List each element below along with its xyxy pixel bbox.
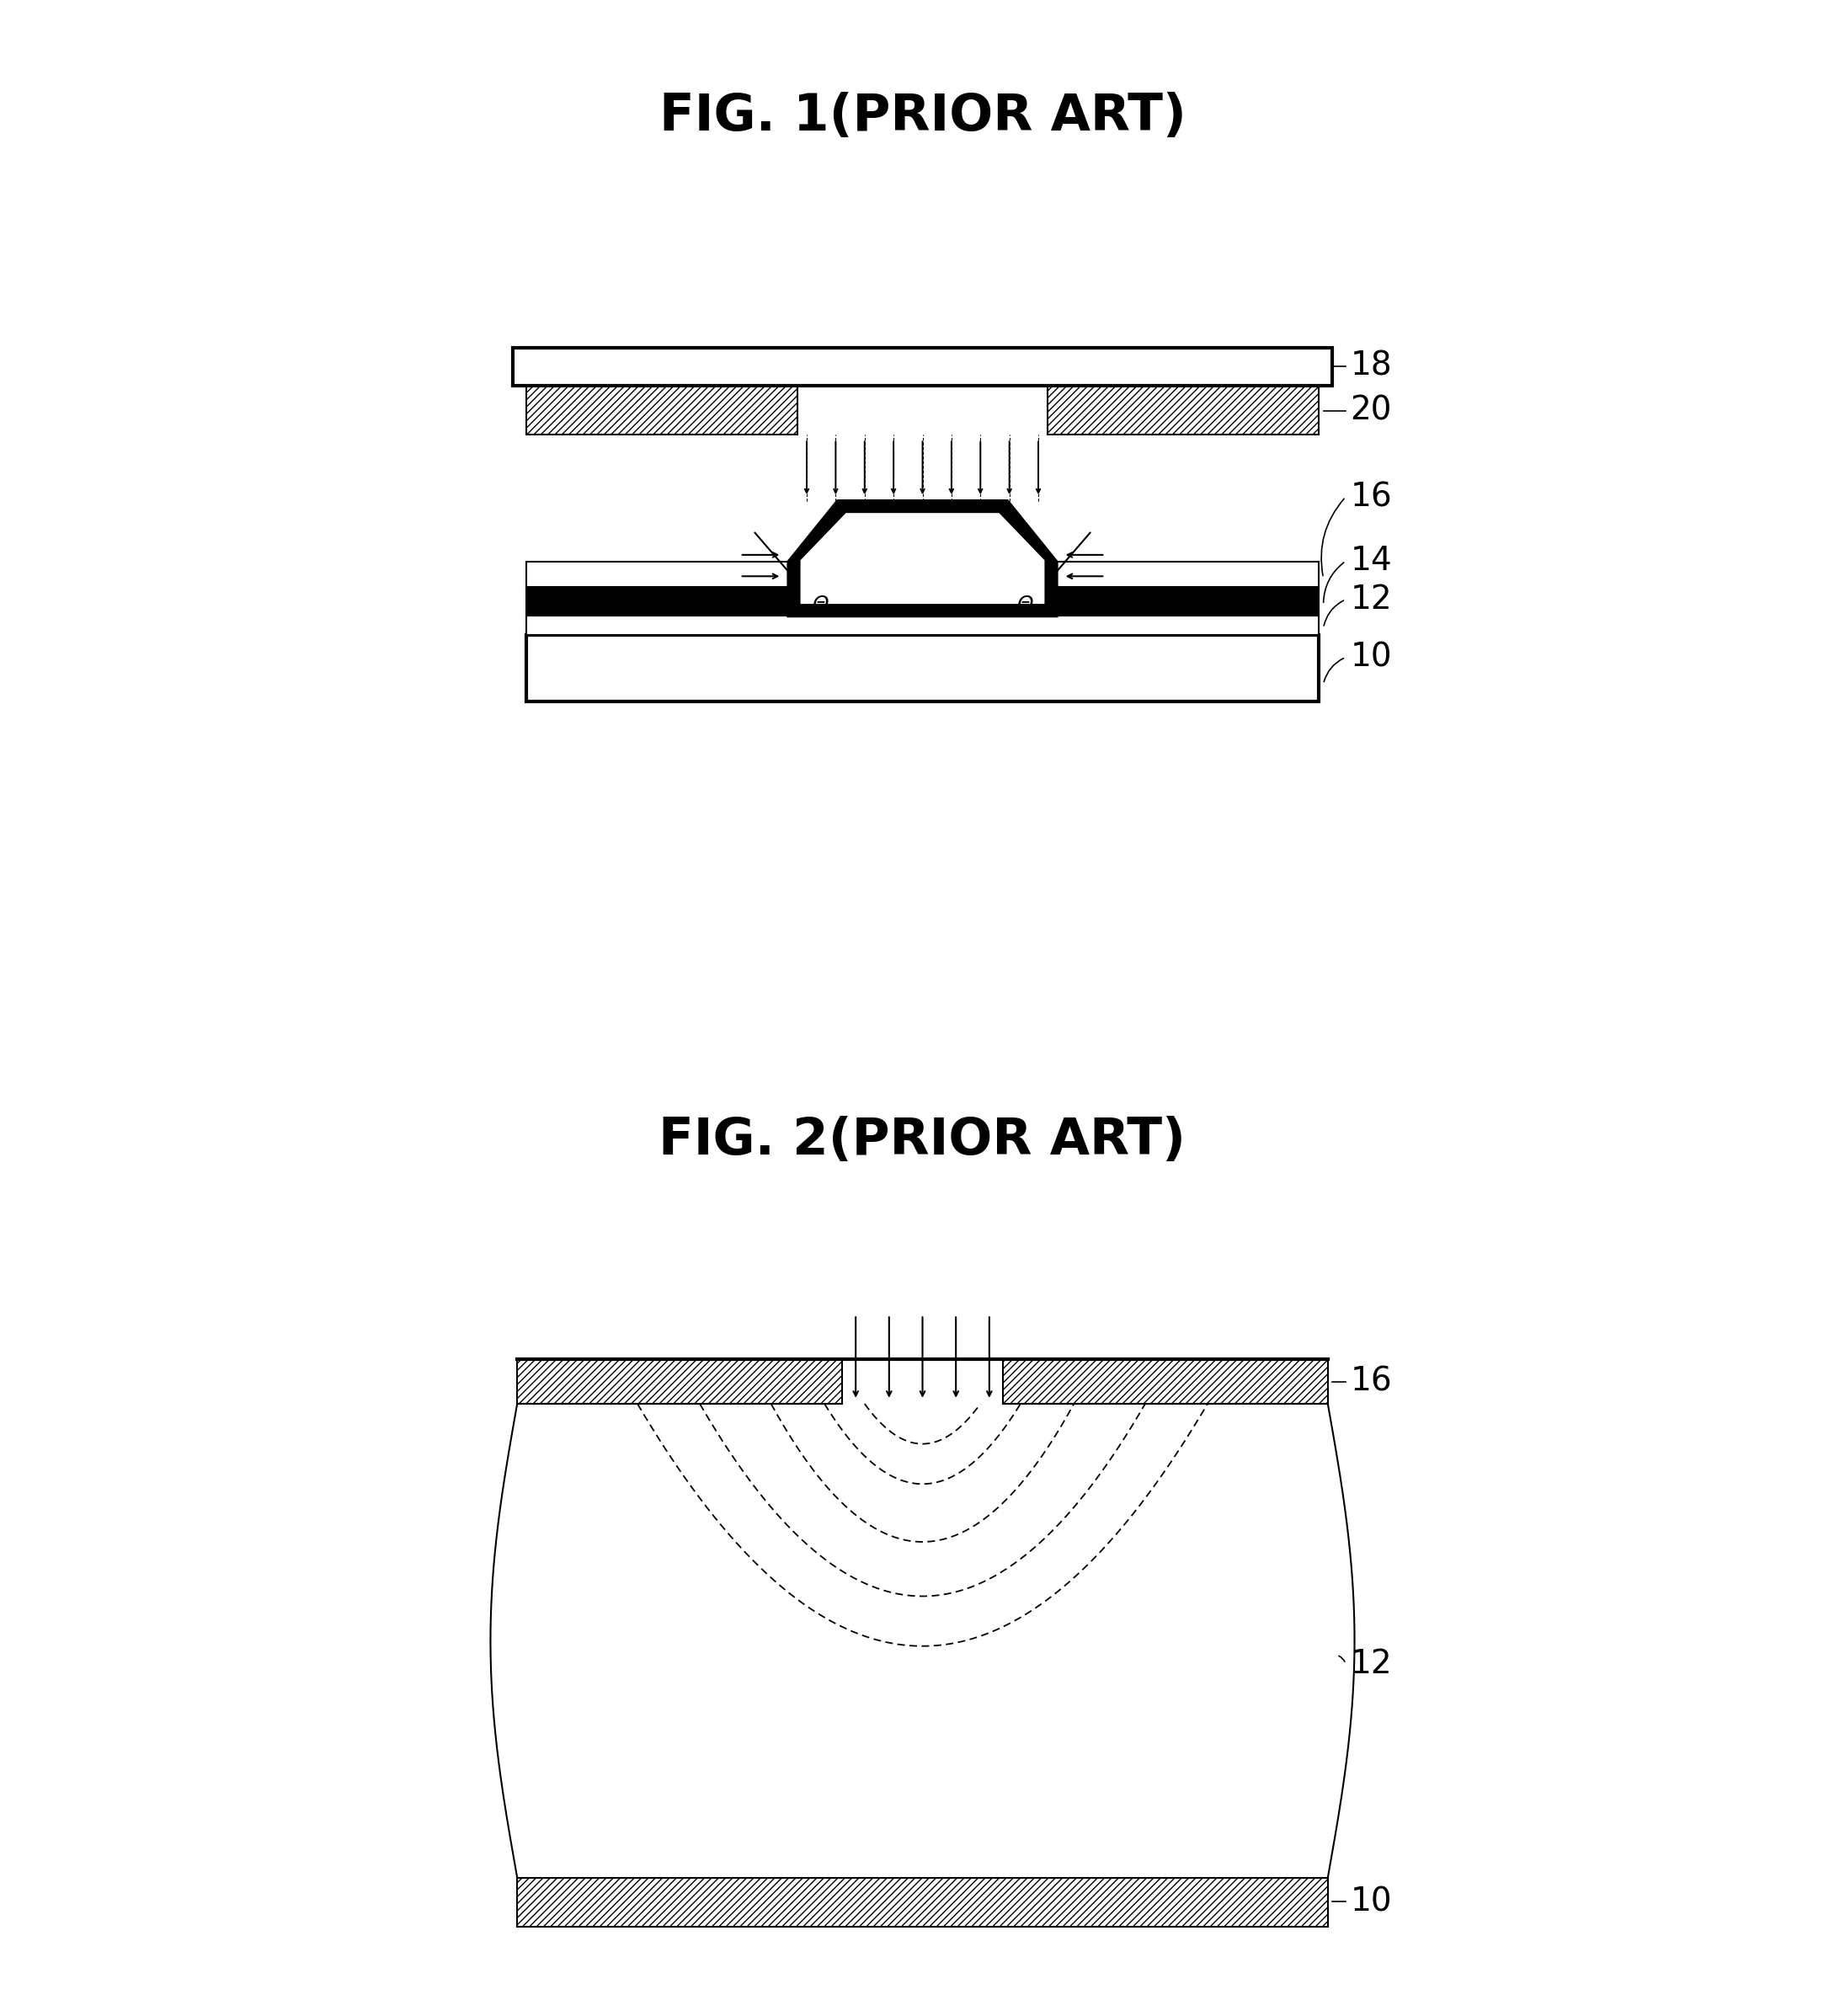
Text: FIG. 2(PRIOR ART): FIG. 2(PRIOR ART) [659, 1117, 1186, 1165]
Bar [517, 1877, 1328, 1927]
Bar [1055, 562, 1319, 587]
Text: 20: 20 [1351, 395, 1391, 427]
Bar [526, 385, 797, 435]
Bar [1048, 385, 1319, 435]
Text: FIG. 1(PRIOR ART): FIG. 1(PRIOR ART) [659, 91, 1186, 141]
Polygon shape [790, 502, 1055, 615]
Text: Θ: Θ [812, 595, 828, 615]
Text: Θ: Θ [1017, 595, 1033, 615]
Bar [517, 1359, 843, 1403]
Text: 16: 16 [1351, 1365, 1391, 1397]
Polygon shape [491, 1403, 1354, 1877]
Text: 10: 10 [1351, 641, 1391, 673]
Bar [1002, 1359, 1328, 1403]
Text: 16: 16 [1351, 482, 1391, 512]
Text: 14: 14 [1351, 544, 1391, 577]
Polygon shape [801, 512, 1044, 605]
Bar [526, 562, 790, 587]
FancyBboxPatch shape [526, 635, 1319, 702]
Text: 10: 10 [1351, 1885, 1391, 1917]
Text: 18: 18 [1351, 351, 1391, 381]
FancyBboxPatch shape [513, 349, 1332, 385]
Text: 12: 12 [1351, 583, 1391, 615]
Bar [526, 587, 1319, 615]
Text: 12: 12 [1351, 1647, 1391, 1679]
Bar [526, 615, 1319, 635]
